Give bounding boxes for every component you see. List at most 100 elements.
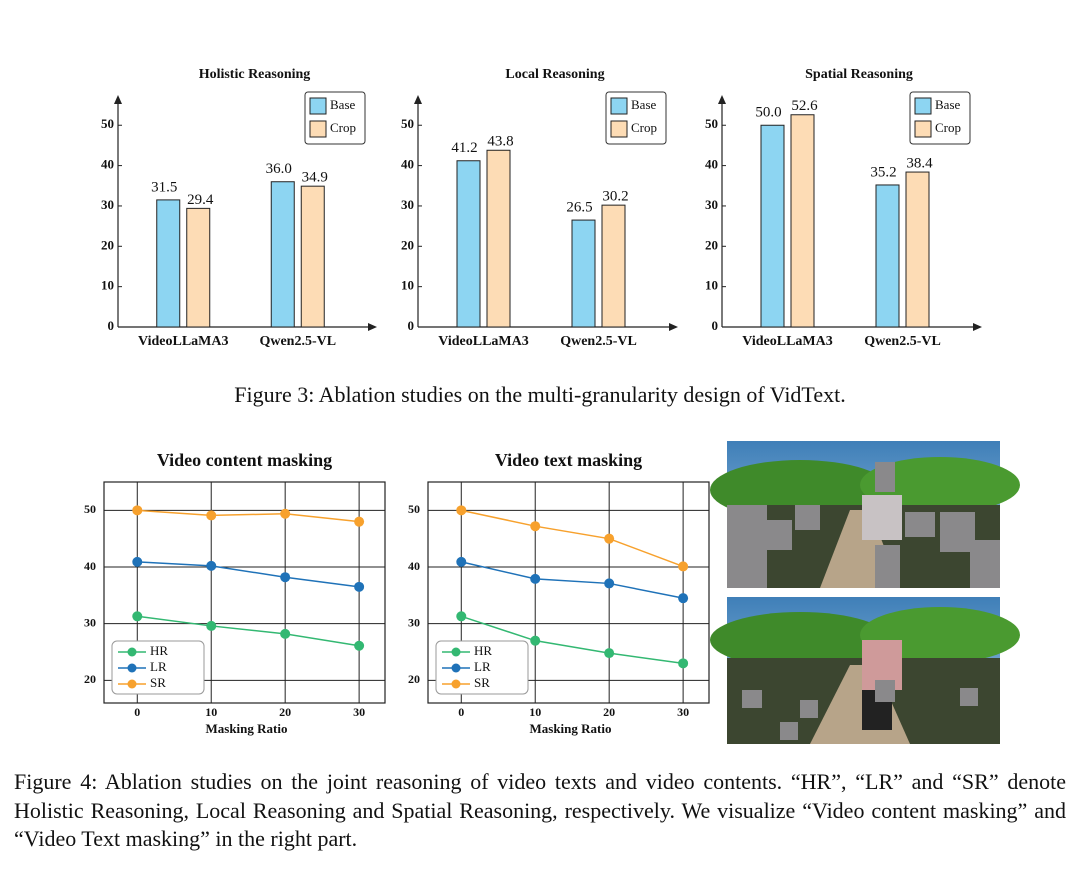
x-tick-label: 30 xyxy=(677,705,689,719)
plot-frame xyxy=(103,481,386,704)
bar xyxy=(156,199,181,328)
legend-label: Crop xyxy=(631,120,657,135)
y-tick-label: 30 xyxy=(705,197,718,212)
y-tick-label: 50 xyxy=(84,502,96,516)
value-label: 38.4 xyxy=(906,155,933,171)
series-line xyxy=(137,509,360,523)
x-tick-label: 10 xyxy=(205,705,217,719)
point xyxy=(354,640,365,651)
y-tick-label: 20 xyxy=(705,237,718,252)
y-tick-label: 50 xyxy=(408,502,420,516)
value-label: 29.4 xyxy=(187,192,214,208)
x-axis-arrow xyxy=(368,323,377,331)
legend-label: Base xyxy=(631,97,657,112)
y-tick-label: 20 xyxy=(101,237,114,252)
y-tick-label: 0 xyxy=(108,318,115,333)
point xyxy=(678,561,689,572)
legend-marker xyxy=(127,679,137,689)
point xyxy=(530,635,541,646)
legend-label: LR xyxy=(150,659,167,674)
x-axis-label: Masking Ratio xyxy=(530,721,612,736)
x-tick-label: 30 xyxy=(353,705,365,719)
legend-swatch xyxy=(309,97,327,115)
x-tick-label: 0 xyxy=(458,705,464,719)
legend-label: HR xyxy=(474,643,492,658)
point xyxy=(604,648,615,659)
chart-title: Spatial Reasoning xyxy=(805,67,913,82)
legend-label: Base xyxy=(330,97,356,112)
bar xyxy=(270,181,295,328)
x-tick-label: Qwen2.5-VL xyxy=(259,334,336,349)
point xyxy=(280,572,291,583)
legend-marker xyxy=(451,679,461,689)
x-axis-arrow xyxy=(973,323,982,331)
y-axis-arrow xyxy=(114,95,122,104)
y-tick-label: 20 xyxy=(401,237,414,252)
chart-title: Video content masking xyxy=(157,450,332,470)
legend-swatch xyxy=(610,120,628,138)
y-tick-label: 40 xyxy=(84,559,96,573)
bar xyxy=(571,219,596,328)
y-tick-label: 20 xyxy=(84,672,96,686)
value-label: 36.0 xyxy=(266,161,292,177)
bar xyxy=(790,114,815,328)
bar xyxy=(875,184,900,328)
legend-label: Crop xyxy=(935,120,961,135)
legend-label: HR xyxy=(150,643,168,658)
point xyxy=(206,620,217,631)
point xyxy=(456,611,467,622)
chart-title: Video text masking xyxy=(495,450,642,470)
series-line xyxy=(461,561,684,599)
legend-label: SR xyxy=(474,675,490,690)
y-axis-arrow xyxy=(414,95,422,104)
y-tick-label: 0 xyxy=(712,318,719,333)
value-label: 35.2 xyxy=(870,164,896,180)
point xyxy=(456,556,467,567)
bar xyxy=(905,171,930,328)
y-tick-label: 20 xyxy=(408,672,420,686)
figure-3-caption: Figure 3: Ablation studies on the multi-… xyxy=(234,382,846,407)
point xyxy=(604,533,615,544)
point xyxy=(132,505,143,516)
bar xyxy=(601,204,626,328)
value-label: 50.0 xyxy=(755,105,781,121)
chart-title: Holistic Reasoning xyxy=(199,67,311,82)
figure-4-caption: Figure 4: Ablation studies on the joint … xyxy=(14,769,1066,851)
bar xyxy=(456,160,481,328)
y-tick-label: 10 xyxy=(401,278,414,293)
y-tick-label: 0 xyxy=(408,318,415,333)
point xyxy=(354,581,365,592)
value-label: 30.2 xyxy=(602,189,628,205)
y-tick-label: 50 xyxy=(705,116,718,131)
y-tick-label: 10 xyxy=(705,278,718,293)
value-label: 41.2 xyxy=(451,140,477,156)
point xyxy=(530,521,541,532)
y-tick-label: 50 xyxy=(401,116,414,131)
x-tick-label: VideoLLaMA3 xyxy=(742,334,832,349)
point xyxy=(280,628,291,639)
value-label: 26.5 xyxy=(566,200,592,216)
x-tick-label: VideoLLaMA3 xyxy=(438,334,528,349)
legend-marker xyxy=(451,647,461,657)
y-axis-arrow xyxy=(718,95,726,104)
y-tick-label: 40 xyxy=(408,559,420,573)
point xyxy=(132,611,143,622)
y-tick-label: 40 xyxy=(101,157,114,172)
value-label: 31.5 xyxy=(151,179,177,195)
bar xyxy=(760,124,785,328)
legend-swatch xyxy=(309,120,327,138)
x-tick-label: Qwen2.5-VL xyxy=(864,334,941,349)
bar xyxy=(486,149,511,328)
point xyxy=(206,560,217,571)
legend-swatch xyxy=(610,97,628,115)
y-tick-label: 30 xyxy=(84,615,96,629)
bar xyxy=(300,185,325,328)
y-tick-label: 30 xyxy=(401,197,414,212)
point xyxy=(456,505,467,516)
legend-swatch xyxy=(914,97,932,115)
series-line xyxy=(461,615,684,665)
bar xyxy=(186,207,211,328)
legend-marker xyxy=(127,647,137,657)
